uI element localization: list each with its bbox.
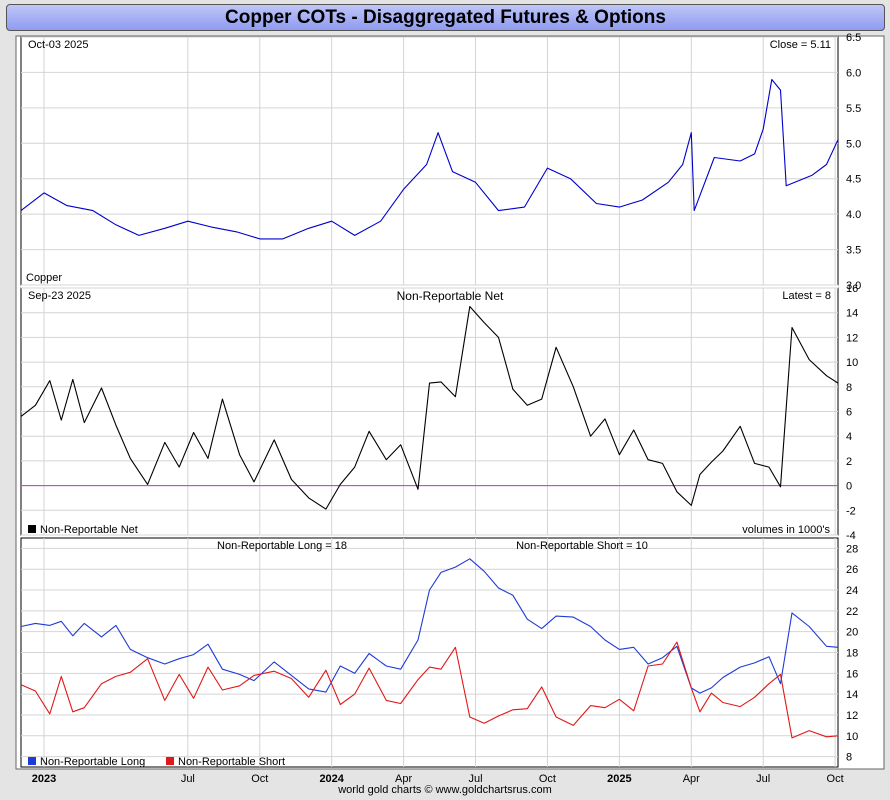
panel-1-ytick: 16 bbox=[846, 283, 858, 295]
panel-2-short-latest: Non-Reportable Short = 10 bbox=[516, 540, 648, 552]
panel-1-ytick: 12 bbox=[846, 332, 858, 344]
panel-2-ytick: 10 bbox=[846, 731, 858, 743]
x-tick-label: Oct bbox=[251, 773, 268, 785]
panel-0-ytick: 6.0 bbox=[846, 67, 861, 79]
panel-0-ytick: 5.5 bbox=[846, 103, 861, 115]
legend-short-swatch bbox=[166, 757, 174, 765]
panel-0-ytick: 3.0 bbox=[846, 280, 861, 292]
panel-2-ytick: 22 bbox=[846, 606, 858, 618]
x-tick-label: 2025 bbox=[607, 773, 631, 785]
panel-0-name: Copper bbox=[26, 272, 62, 284]
panel-0-ytick: 6.5 bbox=[846, 32, 861, 44]
panel-1-ytick: -4 bbox=[846, 530, 856, 542]
x-tick-label: Apr bbox=[395, 773, 412, 785]
panel-0-ytick: 4.0 bbox=[846, 209, 861, 221]
panel-0-latest: Close = 5.11 bbox=[770, 39, 831, 51]
panel-1-ytick: 8 bbox=[846, 382, 852, 394]
panel-0-area bbox=[20, 36, 839, 286]
x-tick-label: 2023 bbox=[32, 773, 56, 785]
panel-1-title: Non-Reportable Net bbox=[397, 289, 504, 303]
panel-0-date: Oct-03 2025 bbox=[28, 39, 89, 51]
x-tick-label: Jul bbox=[468, 773, 482, 785]
panel-2-ytick: 28 bbox=[846, 543, 858, 555]
legend-long-swatch bbox=[28, 757, 36, 765]
chart-title-bar: Copper COTs - Disaggregated Futures & Op… bbox=[6, 4, 885, 31]
panel-2-ytick: 20 bbox=[846, 627, 858, 639]
panel-1-ytick: 10 bbox=[846, 357, 858, 369]
footer-credit: world gold charts © www.goldchartsrus.co… bbox=[338, 784, 552, 796]
x-tick-label: Oct bbox=[827, 773, 844, 785]
panel-1-units: volumes in 1000's bbox=[742, 524, 830, 536]
x-tick-label: 2024 bbox=[319, 773, 344, 785]
panel-2-long-latest: Non-Reportable Long = 18 bbox=[217, 540, 347, 552]
panel-2-ytick: 14 bbox=[846, 689, 858, 701]
panel-1-ytick: 6 bbox=[846, 407, 852, 419]
panel-1-ytick: 0 bbox=[846, 481, 852, 493]
series-non-reportable-net bbox=[20, 305, 839, 510]
x-tick-label: Oct bbox=[539, 773, 556, 785]
panel-2-ytick: 18 bbox=[846, 648, 858, 660]
legend-short-label: Non-Reportable Short bbox=[178, 756, 285, 768]
series-copper bbox=[20, 78, 839, 240]
chart-title: Copper COTs - Disaggregated Futures & Op… bbox=[225, 7, 666, 28]
panel-0-ytick: 5.0 bbox=[846, 138, 861, 150]
panel-2-ytick: 12 bbox=[846, 710, 858, 722]
legend-net-label: Non-Reportable Net bbox=[40, 524, 138, 536]
x-tick-label: Jul bbox=[756, 773, 770, 785]
legend-long-label: Non-Reportable Long bbox=[40, 756, 145, 768]
panel-1-latest: Latest = 8 bbox=[782, 290, 831, 302]
panel-1-date: Sep-23 2025 bbox=[28, 290, 91, 302]
panel-2-ytick: 24 bbox=[846, 585, 858, 597]
series-non-reportable-long bbox=[20, 558, 839, 694]
panel-1-ytick: 4 bbox=[846, 431, 852, 443]
panel-0-ytick: 3.5 bbox=[846, 245, 861, 257]
x-tick-label: Apr bbox=[683, 773, 700, 785]
series-non-reportable-short bbox=[20, 641, 839, 739]
panel-2-ytick: 16 bbox=[846, 668, 858, 680]
panel-2-ytick: 8 bbox=[846, 752, 852, 764]
legend-net-swatch bbox=[28, 525, 36, 533]
panel-1-ytick: -2 bbox=[846, 505, 856, 517]
panel-1-ytick: 2 bbox=[846, 456, 852, 468]
panel-1-ytick: 14 bbox=[846, 308, 858, 320]
panel-2-ytick: 26 bbox=[846, 564, 858, 576]
panel-0-ytick: 4.5 bbox=[846, 174, 861, 186]
x-tick-label: Jul bbox=[181, 773, 195, 785]
